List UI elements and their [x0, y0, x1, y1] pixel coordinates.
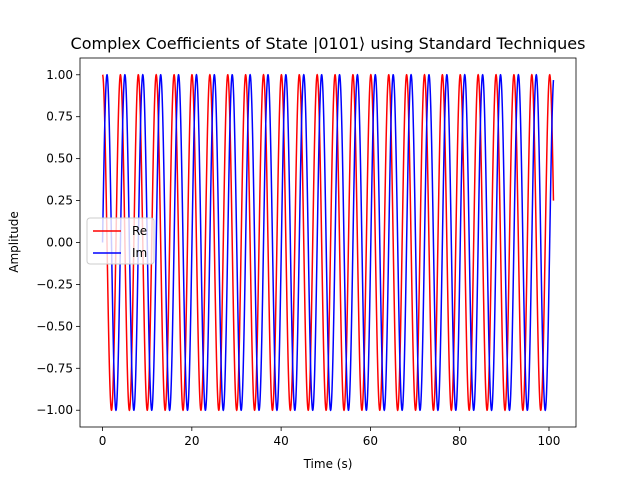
- x-tick-label: 0: [99, 434, 107, 448]
- plot-lines: [101, 73, 555, 412]
- y-tick-label: −0.75: [36, 361, 73, 375]
- y-tick-label: −0.50: [36, 319, 73, 333]
- y-tick-label: −0.25: [36, 277, 73, 291]
- x-tick-label: 80: [452, 434, 467, 448]
- legend-label-re: Re: [132, 224, 147, 238]
- y-axis-label: Amplitude: [7, 211, 21, 273]
- y-tick-label: 0.50: [46, 152, 73, 166]
- legend: Re Im: [86, 217, 155, 265]
- x-tick-label: 20: [184, 434, 199, 448]
- x-tick-label: 40: [273, 434, 288, 448]
- series-line-im: [101, 73, 555, 412]
- x-tick-label: 100: [538, 434, 561, 448]
- x-tick-label: 60: [363, 434, 378, 448]
- y-tick-label: −1.00: [36, 403, 73, 417]
- y-axis-ticks: −1.00 −0.75 −0.50 −0.25 0.00 0.25 0.50 0.75 1.00: [36, 68, 80, 417]
- x-axis-label: Time (s): [303, 457, 353, 471]
- plot-frame: [79, 57, 577, 428]
- chart-title: Complex Coefficients of State |0101⟩ usi…: [71, 34, 586, 53]
- legend-label-im: Im: [132, 246, 147, 260]
- y-tick-label: 0.75: [46, 110, 73, 124]
- x-axis-ticks: 0 20 40 60 80 100: [99, 427, 561, 448]
- y-tick-label: 0.25: [46, 194, 73, 208]
- y-tick-label: 1.00: [46, 68, 73, 82]
- y-tick-label: 0.00: [46, 236, 73, 250]
